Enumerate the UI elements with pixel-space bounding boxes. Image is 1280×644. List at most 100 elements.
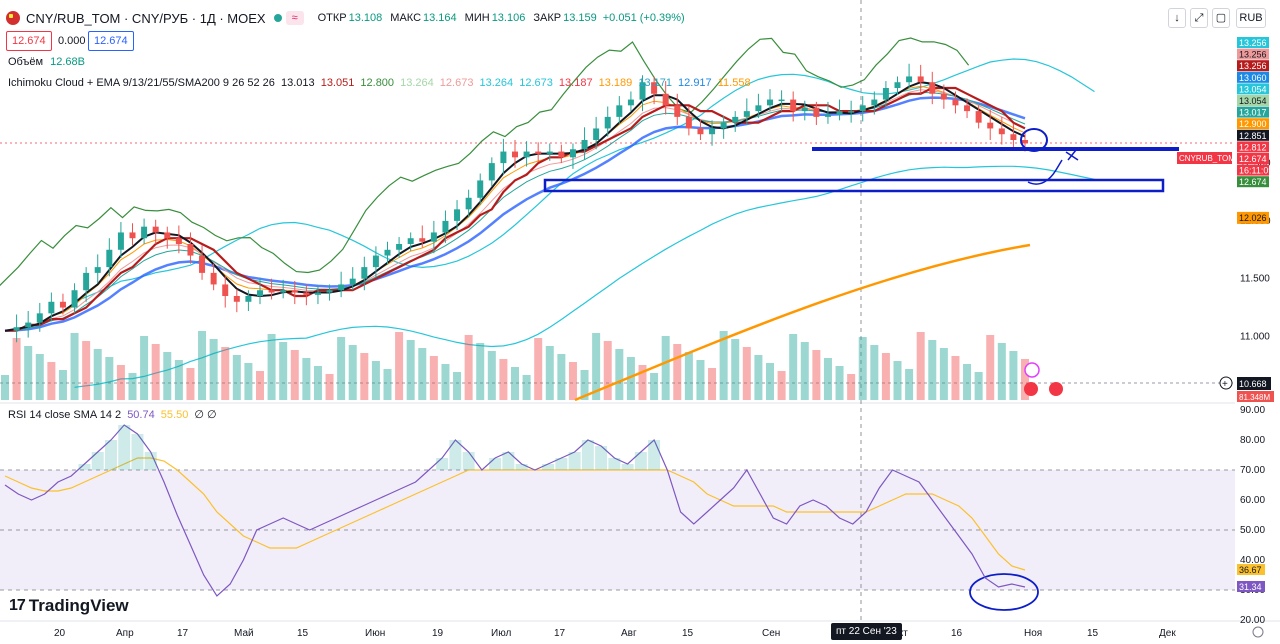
volume-bar — [209, 339, 218, 400]
drawn-rsi-circle — [969, 573, 1039, 611]
rsi-line — [4, 424, 1026, 597]
price-badge: 12.851 — [1239, 131, 1267, 141]
volume-bar — [290, 350, 299, 400]
candle-body — [801, 107, 808, 112]
time-tick-label: 19 — [432, 628, 444, 639]
candle-body — [222, 284, 229, 296]
price-badge-bg — [1237, 164, 1269, 176]
price-badge: 13.017 — [1239, 108, 1267, 118]
rsi-overbought-fill — [634, 452, 647, 470]
time-tick-label: Июн — [365, 628, 385, 639]
volume-bar — [974, 372, 983, 400]
ema-line — [4, 89, 1026, 332]
compare-icon[interactable]: ≈ — [285, 11, 304, 25]
volume-bar — [93, 349, 102, 400]
volume-bar — [128, 373, 137, 400]
ichimoku-span-b — [74, 165, 1095, 388]
candle-body — [477, 180, 484, 198]
volume-bar — [615, 349, 624, 400]
volume-bar — [789, 334, 798, 400]
candle-body — [59, 301, 66, 308]
ichimoku-value: 13.264 — [476, 77, 514, 89]
tradingview-logo[interactable]: 17 TradingView — [9, 596, 129, 615]
scroll-down-button[interactable]: ↓ — [1168, 8, 1186, 28]
candle-body — [824, 114, 831, 117]
price-badge: 16:11:09 — [1239, 166, 1273, 176]
maximize-button[interactable]: ⤢ — [1190, 8, 1208, 28]
candle-body — [546, 151, 553, 154]
volume-bar — [650, 373, 659, 400]
volume-bar — [35, 354, 44, 400]
rsi-overbought-fill — [144, 452, 157, 470]
time-tick-label: 15 — [682, 628, 694, 639]
candle-body — [442, 220, 449, 233]
volume-bar — [82, 341, 91, 400]
volume-bar — [511, 367, 519, 400]
rsi-overbought-fill — [608, 458, 621, 470]
volume-bar — [174, 360, 183, 400]
candle-body — [488, 163, 495, 181]
volume-bar — [603, 341, 612, 400]
sma200-badge-bg — [1237, 211, 1269, 224]
volume-bar — [429, 356, 438, 400]
rsi-overbought-fill — [118, 425, 131, 470]
symbol-header[interactable]: CNY/RUB_TOM · CNY/РУБ · 1Д · MOEX ≈ ОТКР… — [6, 8, 685, 28]
volume-bar — [105, 357, 114, 400]
volume-bar — [279, 342, 288, 400]
candle-body — [465, 197, 472, 210]
symbol-title[interactable]: CNY/RUB_TOM · CNY/РУБ · 1Д · MOEX — [26, 10, 266, 26]
price-badge-bg — [1237, 176, 1269, 188]
volume-bar — [754, 355, 763, 400]
volume-bar — [186, 368, 195, 400]
candle-body — [512, 151, 518, 158]
volume-bar — [522, 375, 531, 400]
price-badge: 13.256 — [1239, 61, 1267, 71]
rsi-legend[interactable]: RSI 14 close SMA 14 2 50.74 55.50 ∅ ∅ — [8, 409, 217, 421]
volume-bar — [337, 337, 346, 400]
time-tick-label: Ноя — [1024, 628, 1042, 639]
volume-bar — [638, 365, 647, 400]
candle-body — [604, 116, 611, 129]
volume-bar — [963, 364, 972, 400]
rsi-overbought-fill — [131, 434, 144, 470]
sma200-badge: 12.026 — [1239, 213, 1267, 223]
volume-bar — [1, 375, 9, 400]
volume-bar — [916, 332, 925, 400]
candle-body — [349, 278, 356, 285]
event-icon — [1049, 382, 1063, 396]
candle-body — [83, 272, 90, 291]
candle-body — [940, 93, 947, 100]
ichimoku-value: 11.558 — [714, 77, 751, 89]
sma200-line — [574, 243, 1031, 402]
currency-select[interactable]: RUB — [1236, 8, 1266, 28]
sell-button[interactable]: 12.674 — [6, 31, 52, 51]
ichimoku-legend[interactable]: Ichimoku Cloud + EMA 9/13/21/55/SMA200 9… — [8, 77, 751, 89]
buy-button[interactable]: 12.674 — [88, 31, 134, 51]
candle-body — [500, 151, 507, 164]
rsi-tick-label: 80.00 — [1240, 435, 1265, 446]
rsi-sma-badge-bg — [1237, 563, 1265, 575]
price-badge-bg — [1237, 48, 1269, 60]
candle-body — [303, 292, 310, 295]
candle-body — [917, 76, 924, 83]
volume-bar — [893, 361, 902, 400]
rsi-overbought-fill — [595, 446, 608, 470]
volume-legend[interactable]: Объём 12.68B — [8, 56, 85, 68]
candle-body — [141, 226, 148, 239]
volume-bar — [997, 343, 1006, 400]
candle-body — [396, 244, 403, 250]
change-value: +0.051 (+0.39%) — [602, 12, 685, 24]
candle-body — [430, 232, 437, 242]
price-badge-bg — [1237, 129, 1269, 141]
candle-body — [291, 290, 298, 293]
settings-button[interactable]: ▢ — [1212, 8, 1230, 28]
volume-bar — [267, 334, 276, 400]
price-badge-bg — [1237, 60, 1269, 72]
price-badge: 13.256 — [1239, 50, 1267, 60]
price-badge-bg — [1237, 71, 1269, 83]
candle-body — [94, 267, 101, 273]
volume-bar — [881, 353, 890, 400]
flag-icon — [6, 11, 20, 25]
time-tick-label: 16 — [951, 628, 963, 639]
